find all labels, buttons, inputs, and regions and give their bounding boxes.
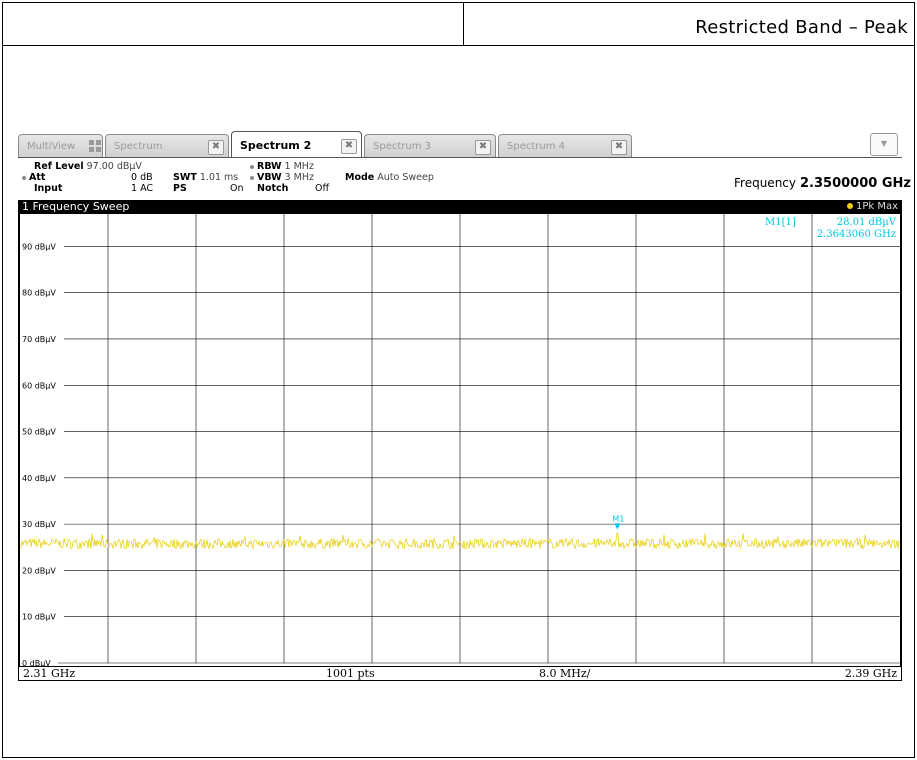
mode-label: Mode bbox=[345, 172, 375, 183]
frequency-label: Frequency bbox=[734, 176, 796, 190]
trace-indicator: 1Pk Max bbox=[846, 200, 898, 214]
ref-level-value: 97.00 dBµV bbox=[86, 161, 142, 172]
y-tick-label: 90 dBµV bbox=[22, 242, 56, 251]
y-tick-label: 50 dBµV bbox=[22, 428, 56, 437]
trace-dot-icon bbox=[846, 203, 853, 209]
tab-spectrum[interactable]: Spectrum ✖ bbox=[105, 134, 229, 158]
sweep-title: 1 Frequency Sweep bbox=[22, 200, 130, 213]
y-tick-label: 80 dBµV bbox=[22, 289, 56, 298]
swt-value: 1.01 ms bbox=[199, 172, 239, 183]
chevron-down-icon[interactable]: ▼ bbox=[870, 133, 898, 156]
param-dot-icon bbox=[22, 175, 26, 180]
notch-value: Off bbox=[315, 183, 330, 194]
close-icon[interactable]: ✖ bbox=[475, 140, 491, 155]
att-value: 0 dB bbox=[131, 172, 153, 183]
param-dot-icon bbox=[250, 175, 254, 180]
param-notch: Notch bbox=[257, 183, 288, 194]
att-label: Att bbox=[29, 172, 46, 183]
plot-footer: 2.31 GHz 1001 pts 8.0 MHz/ 2.39 GHz bbox=[18, 666, 902, 681]
spectrum-analyzer-screenshot: MultiView Spectrum ✖ Spectrum 2 ✖ Spectr… bbox=[18, 130, 911, 681]
ref-level-label: Ref Level bbox=[34, 161, 84, 172]
close-icon[interactable]: ✖ bbox=[611, 140, 627, 155]
param-rbw: RBW 1 MHz bbox=[250, 161, 314, 172]
param-swt: SWT 1.01 ms bbox=[173, 172, 238, 183]
report-header: Restricted Band – Peak bbox=[3, 3, 914, 46]
measurement-parameters: Ref Level 97.00 dBµV Att 0 dB Input 1 AC… bbox=[18, 158, 911, 200]
tab-multiview[interactable]: MultiView bbox=[18, 134, 103, 158]
tab-label: Spectrum 3 bbox=[373, 141, 431, 152]
y-tick-label: 20 dBµV bbox=[22, 566, 56, 575]
ps-label: PS bbox=[173, 183, 187, 194]
param-ref-level: Ref Level 97.00 dBµV bbox=[34, 161, 142, 172]
y-tick-label: 60 dBµV bbox=[22, 381, 56, 390]
tab-label: Spectrum 4 bbox=[507, 141, 565, 152]
stop-frequency: 2.39 GHz bbox=[844, 667, 897, 680]
marker-readout-level: 28.01 dBµV bbox=[837, 217, 897, 228]
mode-value: Auto Sweep bbox=[377, 172, 434, 183]
y-tick-label: 70 dBµV bbox=[22, 335, 56, 344]
tab-spectrum-3[interactable]: Spectrum 3 ✖ bbox=[364, 134, 496, 158]
report-header-left-cell bbox=[3, 3, 464, 45]
tab-label: Spectrum 2 bbox=[240, 139, 312, 152]
vbw-label: VBW bbox=[257, 172, 282, 183]
frequency-value: 2.3500000 GHz bbox=[800, 176, 911, 191]
tab-spectrum-2[interactable]: Spectrum 2 ✖ bbox=[231, 131, 362, 158]
marker-label: M1 bbox=[612, 514, 624, 523]
param-att: Att bbox=[22, 172, 45, 183]
close-icon[interactable]: ✖ bbox=[208, 140, 224, 155]
trace-label: 1Pk Max bbox=[855, 201, 898, 212]
param-ps: PS bbox=[173, 183, 187, 194]
span-per-division: 8.0 MHz/ bbox=[539, 667, 591, 680]
y-tick-label: 10 dBµV bbox=[22, 613, 56, 622]
param-vbw: VBW 3 MHz bbox=[250, 172, 314, 183]
y-tick-label: 40 dBµV bbox=[22, 474, 56, 483]
input-label: Input bbox=[34, 183, 63, 194]
close-icon[interactable]: ✖ bbox=[341, 139, 357, 154]
rbw-label: RBW bbox=[257, 161, 282, 172]
ps-value: On bbox=[230, 183, 244, 194]
swt-label: SWT bbox=[173, 172, 197, 183]
param-input: Input bbox=[34, 183, 62, 194]
y-tick-label: 30 dBµV bbox=[22, 520, 56, 529]
plot-area[interactable]: 0 dBµV 10 dBµV 20 dBµV 30 dBµV 40 dBµV 50 dBµ… bbox=[18, 214, 902, 666]
sweep-title-bar: 1 Frequency Sweep 1Pk Max bbox=[18, 200, 902, 214]
tab-spectrum-4[interactable]: Spectrum 4 ✖ bbox=[498, 134, 632, 158]
spectrum-plot: 0 dBµV 10 dBµV 20 dBµV 30 dBµV 40 dBµV 50 dBµ… bbox=[20, 214, 900, 666]
start-frequency: 2.31 GHz bbox=[23, 667, 76, 680]
param-dot-icon bbox=[250, 164, 254, 169]
center-frequency: Frequency 2.3500000 GHz bbox=[734, 176, 911, 191]
marker-readout-name: M1[1] bbox=[765, 217, 796, 228]
trace-line bbox=[20, 532, 900, 550]
tab-strip-divider bbox=[18, 157, 902, 158]
input-value: 1 AC bbox=[131, 183, 154, 194]
sweep-points: 1001 pts bbox=[326, 667, 375, 680]
tab-bar: MultiView Spectrum ✖ Spectrum 2 ✖ Spectr… bbox=[18, 130, 902, 158]
marker-triangle bbox=[614, 523, 621, 530]
tab-label: Spectrum bbox=[114, 141, 163, 152]
notch-label: Notch bbox=[257, 183, 289, 194]
multiview-grid-icon bbox=[89, 140, 101, 152]
tab-label: MultiView bbox=[27, 141, 76, 152]
param-mode: Mode Auto Sweep bbox=[345, 172, 434, 183]
vbw-value: 3 MHz bbox=[284, 172, 314, 183]
marker-readout-frequency: 2.3643060 GHz bbox=[817, 229, 896, 240]
y-tick-label: 0 dBµV bbox=[22, 659, 51, 666]
report-title: Restricted Band – Peak bbox=[695, 17, 908, 38]
rbw-value: 1 MHz bbox=[284, 161, 314, 172]
